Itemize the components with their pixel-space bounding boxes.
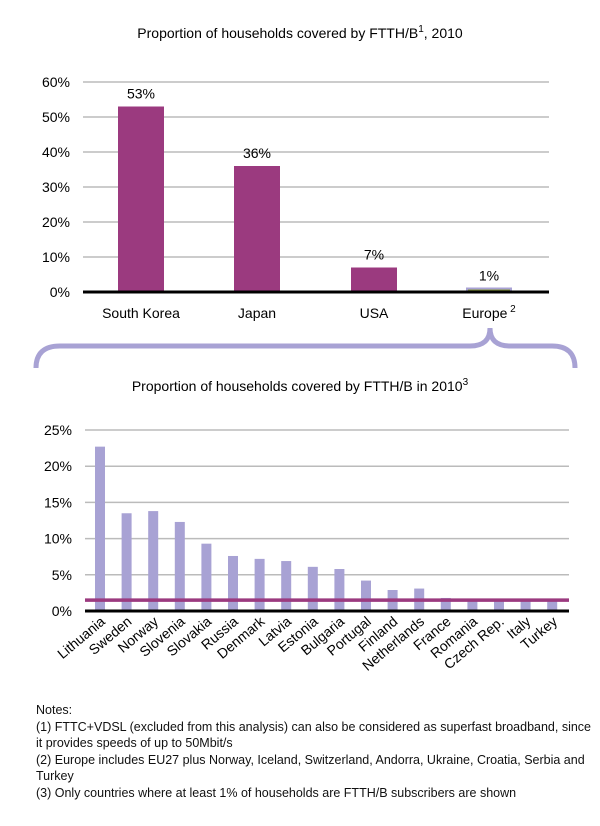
bar-france: [440, 597, 451, 611]
y-tick-label: 20%: [44, 458, 72, 474]
data-label: 7%: [364, 247, 384, 263]
y-tick-label: 0%: [52, 603, 72, 619]
chart-2-title: Proportion of households covered by FTTH…: [132, 377, 469, 394]
bar-romania: [467, 600, 478, 611]
y-tick-label: 20%: [42, 214, 70, 230]
y-tick-label: 10%: [42, 249, 70, 265]
y-tick-label: 5%: [52, 567, 72, 583]
notes-heading: Notes:: [36, 703, 73, 717]
x-tick-label: USA: [360, 305, 389, 321]
bar-slovakia: [201, 543, 212, 611]
note-2: (2) Europe includes EU27 plus Norway, Ic…: [36, 752, 585, 784]
bar-japan: [234, 166, 280, 292]
bar-latvia: [281, 561, 292, 611]
bar-portugal: [361, 580, 371, 611]
note-1: (1) FTTC+VDSL (excluded from this analys…: [36, 719, 592, 751]
brace: [33, 327, 578, 369]
bar-russia: [228, 555, 238, 611]
data-label: 53%: [127, 86, 155, 102]
bar-turkey: [547, 600, 558, 611]
x-tick-label: Europe 2: [462, 304, 516, 321]
y-tick-label: 0%: [50, 284, 70, 300]
chart-1-title: Proportion of households covered by FTTH…: [137, 24, 463, 41]
bar-norway: [148, 511, 159, 611]
y-tick-label: 30%: [42, 179, 70, 195]
notes: Notes: (1) FTTC+VDSL (excluded from this…: [36, 702, 596, 801]
bar-sweden: [121, 513, 132, 611]
bar-lithuania: [95, 446, 105, 611]
y-tick-label: 50%: [42, 109, 70, 125]
x-tick-label: Japan: [238, 305, 276, 321]
data-label: 1%: [479, 268, 499, 284]
bar-denmark: [254, 558, 265, 611]
bar-bulgaria: [334, 569, 345, 611]
x-tick-label: South Korea: [102, 305, 180, 321]
note-3: (3) Only countries where at least 1% of …: [36, 785, 517, 800]
y-tick-label: 10%: [44, 531, 72, 547]
bar-estonia: [307, 566, 318, 611]
bar-czechrep: [494, 600, 504, 611]
y-tick-label: 60%: [42, 74, 70, 90]
bar-italy: [520, 600, 531, 611]
bar-slovenia: [174, 521, 185, 611]
y-tick-label: 40%: [42, 144, 70, 160]
data-label: 36%: [243, 145, 271, 161]
y-tick-label: 25%: [44, 422, 72, 438]
charts-svg: Proportion of households covered by FTTH…: [33, 24, 578, 674]
y-tick-label: 15%: [44, 494, 72, 510]
bar-usa: [351, 267, 397, 292]
bar-south-korea: [118, 106, 164, 292]
